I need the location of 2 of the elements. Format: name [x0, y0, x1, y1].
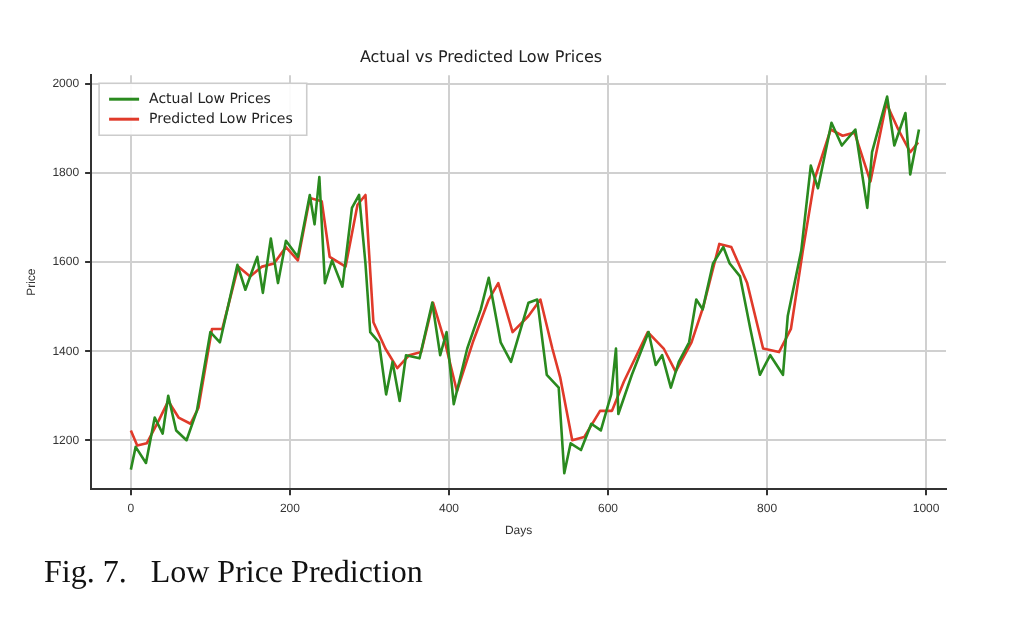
- caption: Fig. 7. Low Price Prediction: [44, 556, 423, 592]
- chart-title: Actual vs Predicted Low Prices: [359, 47, 603, 66]
